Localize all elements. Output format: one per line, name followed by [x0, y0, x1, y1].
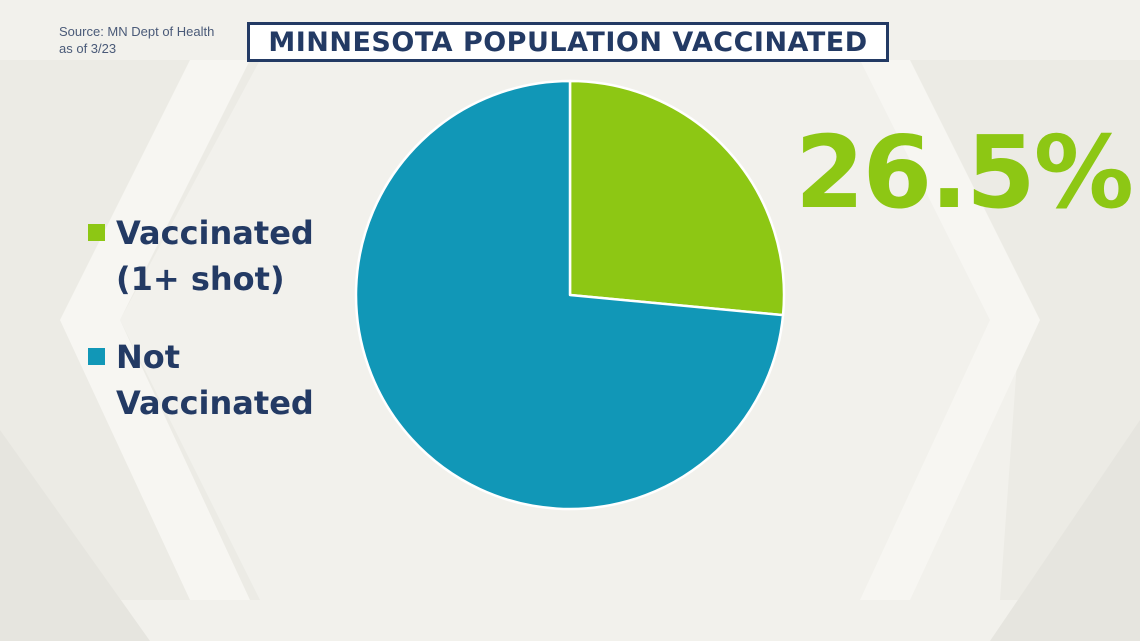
- legend-label-not-vaccinated-line1: Not: [116, 338, 181, 376]
- legend-label-vaccinated-line1: Vaccinated: [116, 214, 314, 252]
- pie-slice-not-vaccinated: [354, 79, 785, 511]
- legend-swatch-vaccinated: [88, 224, 105, 241]
- legend-swatch-not-vaccinated: [88, 348, 105, 365]
- chart-title-box: MINNESOTA POPULATION VACCINATED: [247, 22, 889, 62]
- legend-label-vaccinated-line2: (1+ shot): [116, 260, 285, 298]
- source-note: Source: MN Dept of Health as of 3/23: [59, 23, 214, 57]
- vaccinated-percentage: 26.5%: [795, 114, 1134, 231]
- legend-label-vaccinated: Vaccinated (1+ shot): [116, 210, 346, 302]
- legend-item-vaccinated: Vaccinated (1+ shot): [88, 210, 348, 302]
- chart-title: MINNESOTA POPULATION VACCINATED: [268, 26, 868, 58]
- legend-label-not-vaccinated-line2: Vaccinated: [116, 384, 314, 422]
- legend-label-not-vaccinated: Not Vaccinated: [116, 334, 346, 426]
- source-date: as of 3/23: [59, 41, 117, 56]
- source-line: Source: MN Dept of Health: [59, 24, 215, 39]
- pie-slice-vaccinated: [568, 79, 786, 317]
- legend-item-not-vaccinated: Not Vaccinated: [88, 334, 348, 426]
